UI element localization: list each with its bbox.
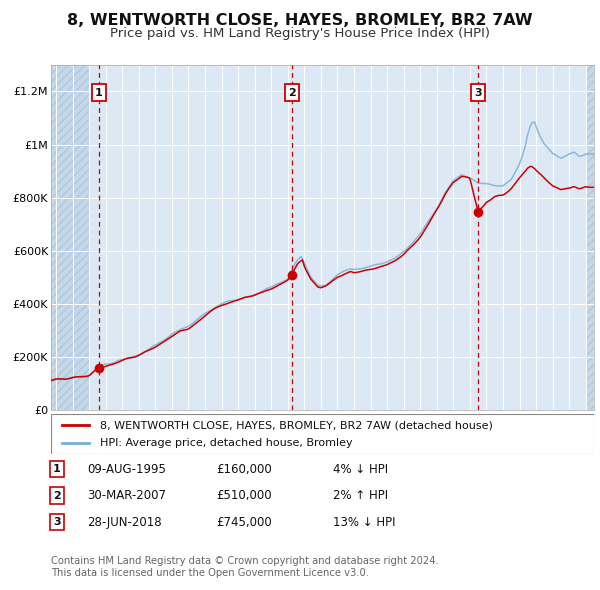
Text: Contains HM Land Registry data © Crown copyright and database right 2024.: Contains HM Land Registry data © Crown c…: [51, 556, 439, 566]
Bar: [51, 65, 89, 410]
Text: HPI: Average price, detached house, Bromley: HPI: Average price, detached house, Brom…: [100, 438, 352, 448]
Text: £160,000: £160,000: [216, 463, 272, 476]
Text: 4% ↓ HPI: 4% ↓ HPI: [333, 463, 388, 476]
Text: 8, WENTWORTH CLOSE, HAYES, BROMLEY, BR2 7AW: 8, WENTWORTH CLOSE, HAYES, BROMLEY, BR2 …: [67, 13, 533, 28]
Text: 3: 3: [475, 87, 482, 97]
Text: 1: 1: [95, 87, 103, 97]
FancyBboxPatch shape: [51, 414, 594, 454]
Bar: [586, 65, 594, 410]
Text: 2: 2: [53, 491, 61, 500]
Text: 3: 3: [53, 517, 61, 527]
Text: This data is licensed under the Open Government Licence v3.0.: This data is licensed under the Open Gov…: [51, 568, 369, 578]
Text: 1: 1: [53, 464, 61, 474]
Text: Price paid vs. HM Land Registry's House Price Index (HPI): Price paid vs. HM Land Registry's House …: [110, 27, 490, 40]
Text: 2% ↑ HPI: 2% ↑ HPI: [333, 489, 388, 502]
Text: £510,000: £510,000: [216, 489, 272, 502]
Text: 2: 2: [288, 87, 296, 97]
Text: 28-JUN-2018: 28-JUN-2018: [87, 516, 161, 529]
Text: £745,000: £745,000: [216, 516, 272, 529]
Text: 8, WENTWORTH CLOSE, HAYES, BROMLEY, BR2 7AW (detached house): 8, WENTWORTH CLOSE, HAYES, BROMLEY, BR2 …: [100, 421, 493, 431]
Text: 09-AUG-1995: 09-AUG-1995: [87, 463, 166, 476]
Text: 13% ↓ HPI: 13% ↓ HPI: [333, 516, 395, 529]
Text: 30-MAR-2007: 30-MAR-2007: [87, 489, 166, 502]
